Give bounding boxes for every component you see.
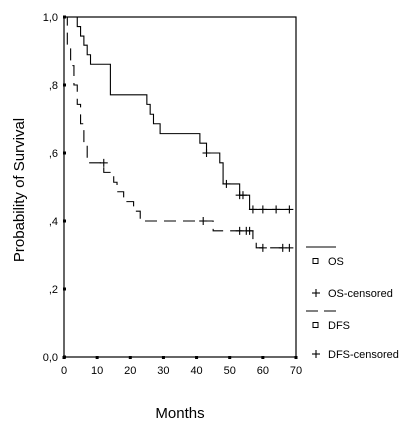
legend-item: DFS (306, 310, 350, 332)
legend-square-marker (312, 258, 319, 264)
x-tick-mark (294, 356, 298, 359)
x-axis-label: Months (155, 405, 204, 422)
x-tick-label: 70 (290, 365, 302, 377)
censor-marker-dfs (258, 243, 267, 252)
legend: OS OS-censored DFS DFS-censored (306, 246, 399, 361)
y-tick-mark (63, 287, 66, 291)
x-tick-label: 0 (61, 365, 67, 377)
x-tick-mark (95, 356, 99, 359)
y-tick-mark (63, 15, 66, 19)
y-tick-label: ,4 (49, 216, 58, 228)
y-tick-mark (63, 151, 66, 155)
censor-marker-dfs (199, 217, 208, 225)
y-axis-label: Probability of Survival (11, 118, 28, 262)
x-tick-label: 50 (224, 365, 236, 377)
legend-item: OS-censored (312, 288, 393, 300)
x-tick-mark (228, 356, 232, 359)
censor-marker-dfs (245, 226, 254, 235)
x-tick-label: 60 (257, 365, 269, 377)
y-tick-label: ,6 (49, 148, 58, 160)
y-axis-ticks: 0,0 ,2 ,4 ,6 ,8 1,0 (43, 12, 66, 364)
y-tick-label: 1,0 (43, 12, 58, 24)
censor-marker-os (248, 205, 257, 214)
x-tick-mark (128, 356, 132, 359)
legend-label: DFS (328, 320, 350, 332)
censor-marker-os (285, 205, 294, 214)
censor-markers (99, 149, 294, 252)
x-tick-label: 10 (91, 365, 103, 377)
series-line-os (64, 16, 290, 210)
plot-border (63, 16, 297, 358)
censor-marker-os (272, 205, 281, 214)
y-tick-label: ,8 (49, 80, 58, 92)
legend-item: DFS-censored (312, 349, 399, 361)
x-tick-label: 20 (124, 365, 136, 377)
x-tick-label: 30 (157, 365, 169, 377)
censor-marker-dfs (99, 158, 108, 167)
y-tick-mark (63, 83, 66, 87)
censor-marker-dfs (285, 243, 294, 252)
x-tick-label: 40 (190, 365, 202, 377)
x-tick-mark (261, 356, 265, 359)
series-line-dfs (64, 16, 290, 249)
censor-marker-os (238, 191, 247, 200)
plot-frame (63, 16, 297, 358)
legend-label: OS-censored (328, 288, 393, 300)
legend-label: DFS-censored (328, 349, 399, 361)
legend-item: OS (306, 246, 344, 268)
censor-marker-os (202, 149, 211, 157)
x-axis-ticks: 0 10 20 30 40 50 60 70 (61, 356, 302, 377)
censor-marker-os (222, 179, 231, 188)
y-tick-mark (63, 355, 66, 359)
y-tick-label: 0,0 (43, 352, 58, 364)
x-tick-mark (161, 356, 165, 359)
legend-label: OS (328, 256, 344, 268)
y-tick-mark (63, 219, 66, 223)
x-tick-mark (195, 356, 199, 359)
legend-square-marker (312, 322, 319, 328)
y-tick-label: ,2 (49, 284, 58, 296)
censor-marker-os (258, 205, 267, 214)
series-layer (64, 16, 290, 249)
